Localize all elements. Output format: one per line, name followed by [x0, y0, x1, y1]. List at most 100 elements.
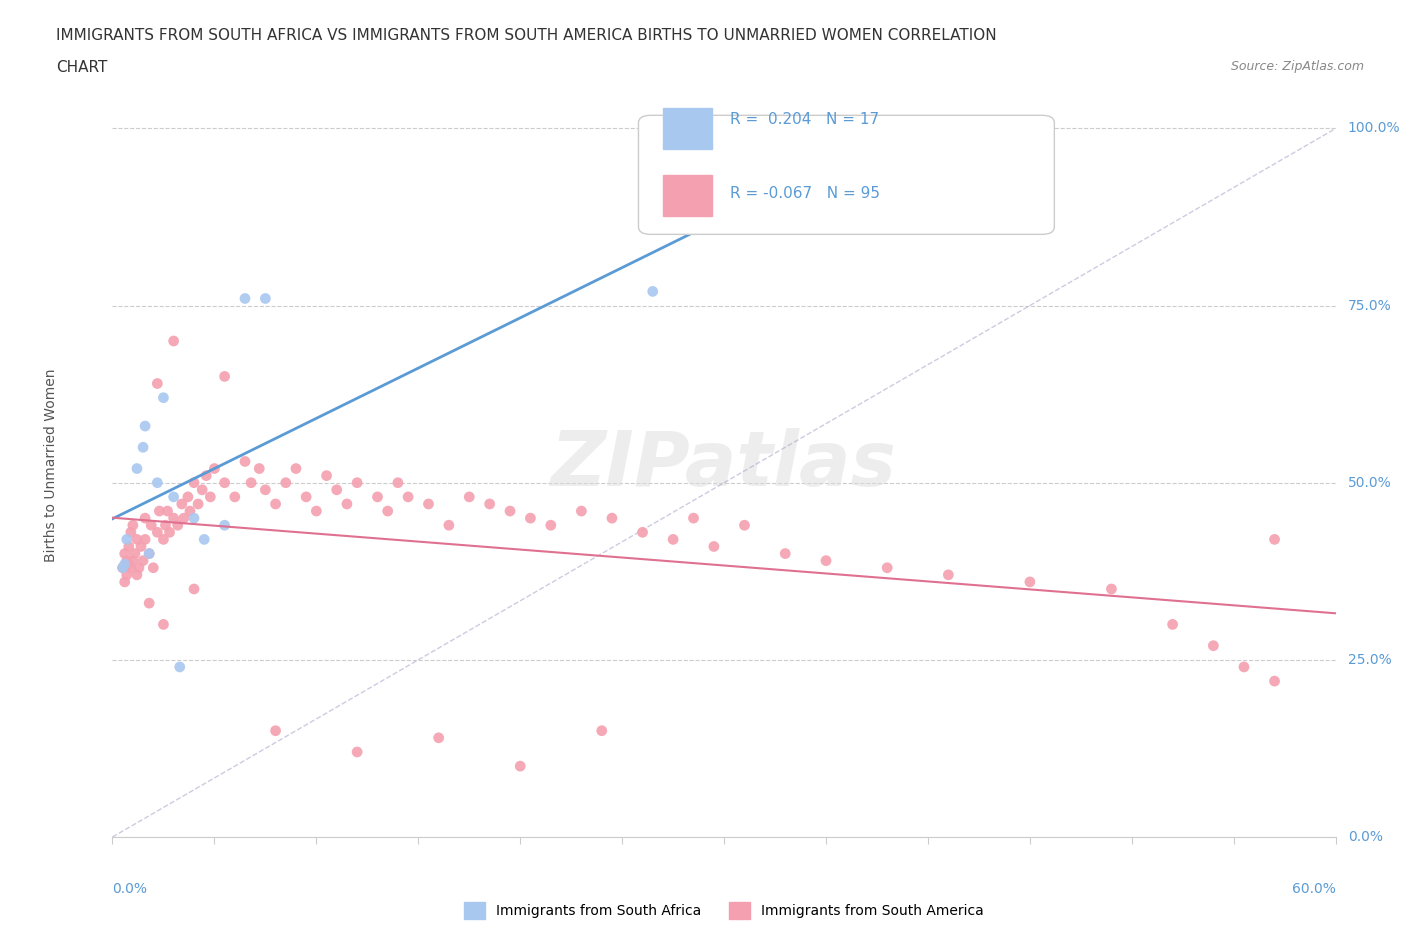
Point: [152, 391, 174, 405]
Point: [163, 511, 186, 525]
Point: [1099, 581, 1122, 596]
Point: [183, 511, 205, 525]
Point: [240, 475, 263, 490]
Text: 75.0%: 75.0%: [1348, 299, 1392, 312]
Point: [111, 560, 134, 575]
Point: [1018, 575, 1040, 590]
Text: 0.0%: 0.0%: [1348, 830, 1384, 844]
Text: 100.0%: 100.0%: [1348, 122, 1400, 136]
Text: 50.0%: 50.0%: [1348, 476, 1392, 490]
Point: [125, 532, 148, 547]
Point: [336, 497, 359, 512]
Point: [142, 560, 165, 575]
Point: [134, 511, 156, 525]
Point: [146, 525, 169, 539]
Point: [114, 575, 136, 590]
Point: [120, 525, 142, 539]
Point: [155, 518, 177, 533]
Point: [326, 483, 349, 498]
Point: [132, 553, 155, 568]
Text: R = -0.067   N = 95: R = -0.067 N = 95: [730, 186, 880, 201]
Point: [146, 376, 169, 391]
Point: [295, 489, 318, 504]
Point: [519, 511, 541, 525]
Point: [125, 567, 148, 582]
Point: [148, 504, 170, 519]
Point: [254, 291, 277, 306]
Point: [427, 730, 450, 745]
Point: [264, 724, 287, 738]
Point: [346, 475, 368, 490]
Point: [274, 475, 297, 490]
Point: [183, 581, 205, 596]
Text: 0.0%: 0.0%: [112, 882, 148, 896]
Point: [478, 497, 501, 512]
Point: [876, 560, 898, 575]
Text: Births to Unmarried Women: Births to Unmarried Women: [45, 368, 58, 562]
Point: [396, 489, 419, 504]
Point: [183, 475, 205, 490]
Text: 60.0%: 60.0%: [1292, 882, 1336, 896]
Point: [177, 489, 200, 504]
Text: Source: ZipAtlas.com: Source: ZipAtlas.com: [1230, 60, 1364, 73]
Point: [631, 525, 654, 539]
Point: [200, 489, 222, 504]
Point: [1264, 673, 1286, 688]
Point: [224, 489, 246, 504]
Point: [1264, 532, 1286, 547]
Bar: [664, 175, 711, 216]
Point: [641, 284, 664, 299]
Text: ZIPatlas: ZIPatlas: [551, 428, 897, 502]
Point: [682, 511, 704, 525]
Point: [170, 497, 193, 512]
Point: [128, 560, 150, 575]
Point: [214, 475, 236, 490]
Point: [115, 567, 138, 582]
Point: [134, 532, 156, 547]
Point: [115, 532, 138, 547]
Point: [591, 724, 613, 738]
Point: [179, 504, 201, 519]
Point: [187, 497, 209, 512]
Point: [662, 532, 685, 547]
Point: [118, 557, 141, 572]
Point: [146, 475, 169, 490]
Point: [418, 497, 440, 512]
FancyBboxPatch shape: [638, 115, 1054, 234]
Point: [159, 525, 181, 539]
Point: [1233, 659, 1256, 674]
Point: [734, 518, 756, 533]
Text: IMMIGRANTS FROM SOUTH AFRICA VS IMMIGRANTS FROM SOUTH AMERICA BIRTHS TO UNMARRIE: IMMIGRANTS FROM SOUTH AFRICA VS IMMIGRAN…: [56, 28, 997, 43]
Point: [195, 468, 218, 483]
Point: [233, 291, 256, 306]
Point: [138, 546, 160, 561]
Point: [264, 497, 287, 512]
Point: [703, 539, 725, 554]
Point: [315, 468, 337, 483]
Point: [366, 489, 388, 504]
Bar: [664, 108, 711, 149]
Point: [156, 504, 179, 519]
Point: [169, 659, 191, 674]
Point: [129, 539, 152, 554]
Point: [163, 334, 186, 349]
Point: [204, 461, 226, 476]
Text: CHART: CHART: [56, 60, 108, 75]
Point: [138, 546, 160, 561]
Point: [377, 504, 399, 519]
Legend: Immigrants from South Africa, Immigrants from South America: Immigrants from South Africa, Immigrants…: [458, 896, 990, 924]
Point: [125, 461, 148, 476]
Point: [124, 546, 146, 561]
Point: [815, 553, 838, 568]
Point: [214, 369, 236, 384]
Point: [509, 759, 531, 774]
Point: [114, 557, 136, 572]
Point: [152, 532, 174, 547]
Point: [114, 546, 136, 561]
Point: [254, 483, 277, 498]
Point: [305, 504, 328, 519]
Point: [540, 518, 562, 533]
Point: [132, 440, 155, 455]
Point: [122, 553, 145, 568]
Point: [1161, 617, 1184, 631]
